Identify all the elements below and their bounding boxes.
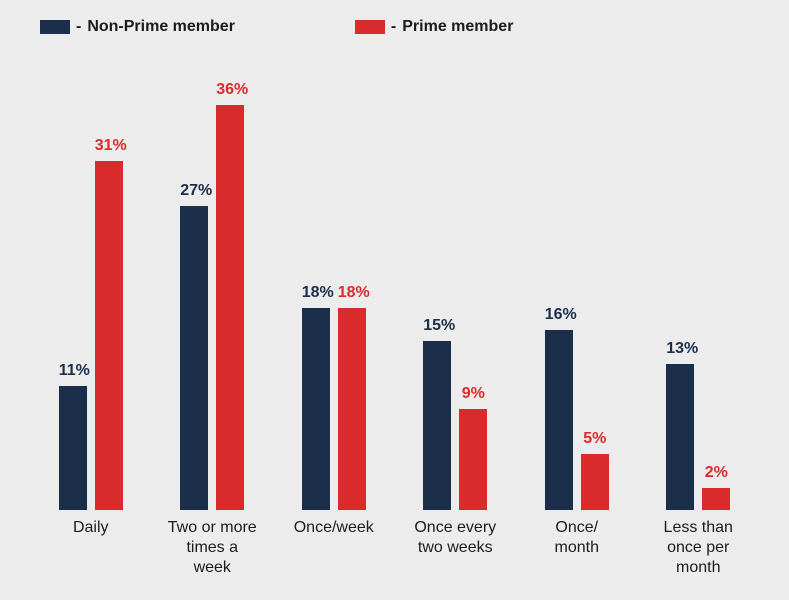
bar-value-label: 27% bbox=[180, 182, 208, 200]
bar: 36% bbox=[216, 105, 244, 510]
category-label: Once/ month bbox=[516, 510, 638, 558]
legend-label: Non-Prime member bbox=[87, 18, 235, 36]
plot-area: 11%31%Daily27%36%Two or more times a wee… bbox=[30, 60, 759, 510]
bar: 11% bbox=[59, 386, 87, 510]
legend-dash: - bbox=[391, 18, 396, 36]
bar: 9% bbox=[459, 409, 487, 510]
bar-value-label: 11% bbox=[59, 362, 87, 380]
bar-group: 27%36%Two or more times a week bbox=[152, 60, 274, 510]
bar-group: 18%18%Once/week bbox=[273, 60, 395, 510]
bar-group: 16%5%Once/ month bbox=[516, 60, 638, 510]
category-label: Once every two weeks bbox=[395, 510, 517, 558]
bar-value-label: 18% bbox=[338, 284, 366, 302]
category-label: Less than once per month bbox=[638, 510, 760, 578]
bar: 18% bbox=[338, 308, 366, 511]
legend-dash: - bbox=[76, 18, 81, 36]
bar-value-label: 15% bbox=[423, 317, 451, 335]
bar-value-label: 13% bbox=[666, 340, 694, 358]
bar: 16% bbox=[545, 330, 573, 510]
legend-label: Prime member bbox=[402, 18, 513, 36]
legend-swatch bbox=[40, 20, 70, 34]
legend: -Non-Prime member-Prime member bbox=[40, 18, 513, 36]
bar-value-label: 16% bbox=[545, 306, 573, 324]
legend-item-1: -Prime member bbox=[355, 18, 514, 36]
legend-swatch bbox=[355, 20, 385, 34]
category-label: Two or more times a week bbox=[152, 510, 274, 578]
bar-group: 11%31%Daily bbox=[30, 60, 152, 510]
bar: 13% bbox=[666, 364, 694, 510]
bar-value-label: 31% bbox=[95, 137, 123, 155]
bar: 2% bbox=[702, 488, 730, 511]
bar-value-label: 36% bbox=[216, 81, 244, 99]
bar-value-label: 18% bbox=[302, 284, 330, 302]
bar-group: 13%2%Less than once per month bbox=[638, 60, 760, 510]
bar-chart: -Non-Prime member-Prime member 11%31%Dai… bbox=[0, 0, 789, 600]
bar: 5% bbox=[581, 454, 609, 510]
bar-value-label: 2% bbox=[702, 464, 730, 482]
bar-group: 15%9%Once every two weeks bbox=[395, 60, 517, 510]
category-label: Once/week bbox=[273, 510, 395, 538]
bar: 18% bbox=[302, 308, 330, 511]
legend-item-0: -Non-Prime member bbox=[40, 18, 235, 36]
bar: 15% bbox=[423, 341, 451, 510]
bar-value-label: 5% bbox=[581, 430, 609, 448]
category-label: Daily bbox=[30, 510, 152, 538]
bar: 31% bbox=[95, 161, 123, 510]
bar-value-label: 9% bbox=[459, 385, 487, 403]
bar: 27% bbox=[180, 206, 208, 510]
